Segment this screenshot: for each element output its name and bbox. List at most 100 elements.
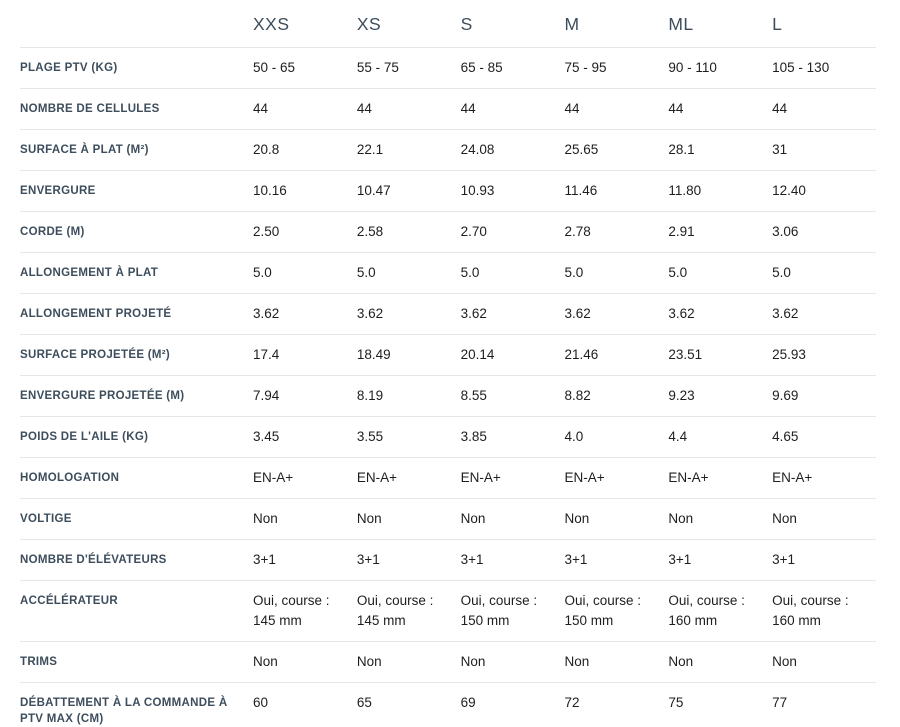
table-cell: 44: [460, 101, 476, 116]
table-cell: 11.46: [564, 183, 598, 198]
table-cell: 3.62: [668, 306, 695, 321]
table-cell: Oui, course : 150 mm: [564, 593, 642, 628]
table-row: ENVERGURE PROJETÉE (M) 7.94 8.19 8.55 8.82 9.…: [20, 375, 876, 416]
table-row: HOMOLOGATION EN-A+ EN-A+ EN-A+ EN-A+ EN-A+ EN-…: [20, 457, 876, 498]
table-cell: Non: [253, 654, 278, 669]
table-cell: 20.14: [460, 347, 495, 362]
table-cell: 21.46: [564, 347, 599, 362]
table-cell: 5.0: [668, 265, 688, 280]
row-label: VOLTIGE: [20, 513, 72, 525]
table-cell: 11.80: [668, 183, 702, 198]
table-cell: 5.0: [356, 265, 376, 280]
table-cell: Non: [772, 511, 797, 526]
table-cell: 5.0: [460, 265, 480, 280]
table-row: CORDE (M) 2.50 2.58 2.70 2.78 2.91 3.06: [20, 211, 876, 252]
table-cell: 3.62: [564, 306, 591, 321]
table-cell: 31: [772, 142, 788, 157]
table-cell: 3.62: [356, 306, 384, 321]
row-label: CORDE (M): [20, 226, 85, 238]
row-label: ENVERGURE: [20, 185, 96, 197]
table-cell: 2.78: [564, 224, 591, 239]
table-cell: 2.58: [356, 224, 384, 239]
table-cell: Non: [356, 511, 382, 526]
table-cell: 8.55: [460, 388, 487, 403]
row-label: NOMBRE D'ÉLÉVATEURS: [20, 554, 167, 566]
table-cell: Oui, course : 160 mm: [772, 593, 849, 628]
table-cell: 77: [772, 695, 788, 710]
table-cell: 69: [460, 695, 476, 710]
table-cell: 3.45: [253, 429, 280, 444]
table-cell: 5.0: [564, 265, 584, 280]
table-cell: 44: [253, 101, 269, 116]
table-cell: Non: [253, 511, 278, 526]
table-row: ALLONGEMENT PROJETÉ 3.62 3.62 3.62 3.62 3.62 3…: [20, 293, 876, 334]
column-header-xs: XS: [356, 14, 382, 34]
table-row: PLAGE PTV (KG) 50 - 65 55 - 75 65 - 85 75 - …: [20, 47, 876, 88]
table-cell: 10.16: [253, 183, 287, 198]
table-row: NOMBRE D'ÉLÉVATEURS 3+1 3+1 3+1 3+1 3+1 3+1: [20, 539, 876, 580]
table-cell: 3+1: [772, 552, 796, 567]
table-cell: Non: [356, 654, 382, 669]
table-cell: 25.93: [772, 347, 806, 362]
table-row: ACCÉLÉRATEUR Oui, course : 145 mm Oui, cou…: [20, 580, 876, 641]
table-cell: 65 - 85: [460, 60, 503, 75]
table-cell: Non: [564, 654, 590, 669]
table-cell: 3.55: [356, 429, 384, 444]
column-header-l: L: [772, 14, 783, 34]
table-cell: 24.08: [460, 142, 495, 157]
table-cell: 5.0: [772, 265, 791, 280]
table-cell: Non: [772, 654, 797, 669]
table-cell: EN-A+: [772, 470, 813, 485]
table-cell: 105 - 130: [772, 60, 830, 75]
table-cell: Non: [460, 654, 486, 669]
table-cell: 50 - 65: [253, 60, 296, 75]
table-cell: Oui, course : 145 mm: [253, 593, 330, 628]
table-cell: 5.0: [253, 265, 272, 280]
table-cell: 3+1: [668, 552, 692, 567]
table-cell: Oui, course : 160 mm: [668, 593, 745, 628]
table-body: PLAGE PTV (KG) 50 - 65 55 - 75 65 - 85 75 - …: [20, 47, 876, 727]
table-cell: 4.65: [772, 429, 799, 444]
row-label: POIDS DE L'AILE (KG): [20, 431, 149, 443]
table-cell: 9.23: [668, 388, 695, 403]
table-cell: 8.82: [564, 388, 591, 403]
column-header-s: S: [460, 14, 473, 34]
table-row: SURFACE PROJETÉE (M²) 17.4 18.49 20.14 21.46…: [20, 334, 876, 375]
table-cell: 55 - 75: [356, 60, 399, 75]
table-cell: 3.62: [253, 306, 280, 321]
table-row: VOLTIGE Non Non Non Non Non Non: [20, 498, 876, 539]
table-header-row: XXS XS S M ML L: [20, 0, 876, 47]
table-cell: 75 - 95: [564, 60, 607, 75]
table-row: ALLONGEMENT À PLAT 5.0 5.0 5.0 5.0 5.0 5.0: [20, 252, 876, 293]
table-cell: 60: [253, 695, 269, 710]
table-cell: 75: [668, 695, 684, 710]
row-label: PLAGE PTV (KG): [20, 62, 118, 74]
table-cell: 17.4: [253, 347, 280, 362]
row-label: ALLONGEMENT PROJETÉ: [20, 308, 172, 320]
row-label: SURFACE PROJETÉE (M²): [20, 349, 171, 361]
column-header-xxs: XXS: [253, 14, 290, 34]
table-cell: 23.51: [668, 347, 703, 362]
table-cell: 3+1: [253, 552, 276, 567]
row-label: DÉBATTEMENT À LA COMMANDE À PTV MAX (CM): [20, 697, 228, 725]
table-cell: 2.70: [460, 224, 487, 239]
table-cell: Oui, course : 150 mm: [460, 593, 538, 628]
table-cell: 3.85: [460, 429, 487, 444]
table-cell: 3.62: [772, 306, 799, 321]
table-cell: 44: [356, 101, 372, 116]
table-row: POIDS DE L'AILE (KG) 3.45 3.55 3.85 4.0 4.4 4.…: [20, 416, 876, 457]
row-label: NOMBRE DE CELLULES: [20, 103, 160, 115]
table-cell: 3+1: [460, 552, 484, 567]
table-cell: 20.8: [253, 142, 280, 157]
table-cell: 10.47: [356, 183, 391, 198]
table-row: TRIMS Non Non Non Non Non Non: [20, 641, 876, 682]
table-row: NOMBRE DE CELLULES 44 44 44 44 44 44: [20, 88, 876, 129]
table-cell: 72: [564, 695, 580, 710]
table-cell: 25.65: [564, 142, 599, 157]
table-row: SURFACE À PLAT (M²) 20.8 22.1 24.08 25.65 28.…: [20, 129, 876, 170]
table-cell: 22.1: [356, 142, 384, 157]
table-cell: 4.4: [668, 429, 688, 444]
table-row: ENVERGURE 10.16 10.47 10.93 11.46 11.80 12.40: [20, 170, 876, 211]
table-cell: EN-A+: [253, 470, 294, 485]
table-cell: 3.06: [772, 224, 799, 239]
